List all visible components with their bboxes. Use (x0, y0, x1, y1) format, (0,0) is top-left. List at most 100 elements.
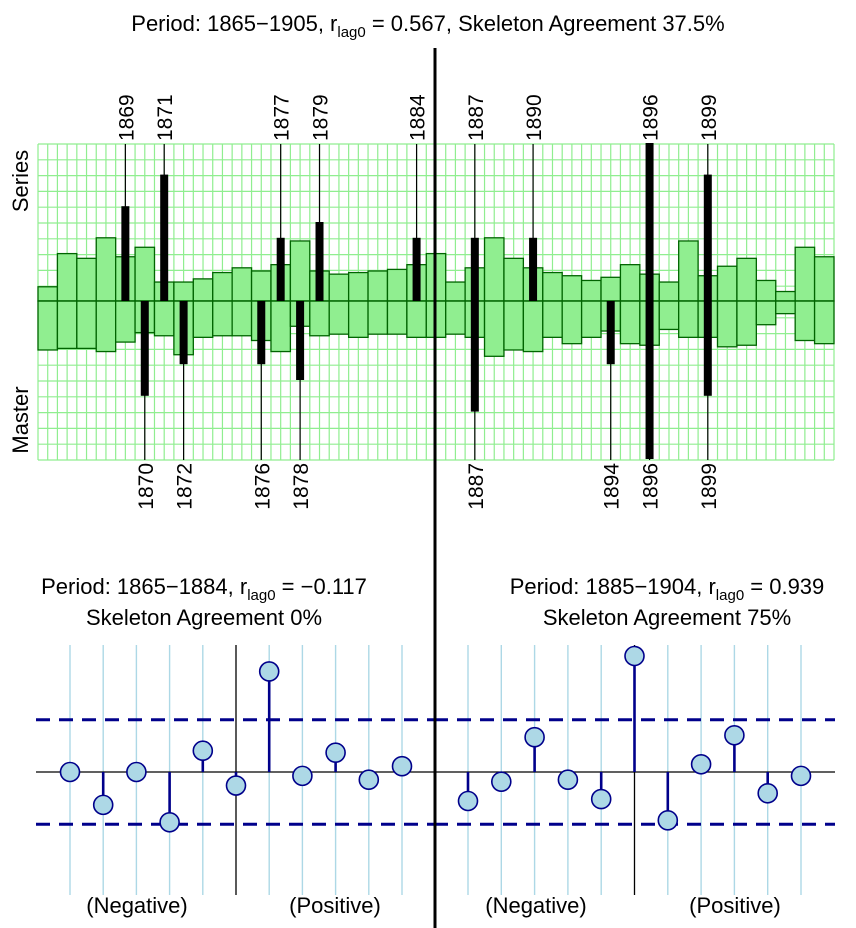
master-bar (309, 300, 330, 337)
ccf-late-title-prefix: Period: 1885−1904, r (510, 574, 716, 599)
master-bar (270, 300, 292, 353)
master-bar (192, 300, 214, 338)
master-skeleton-bar (179, 301, 188, 365)
ccf-point (159, 811, 180, 833)
series-bar (95, 237, 117, 302)
ccf-point (258, 661, 280, 682)
series-bar (503, 257, 525, 302)
ccf-early-positive-label: (Positive) (289, 893, 381, 918)
series-skeleton-bar (529, 237, 538, 301)
master-skeleton-bar (606, 301, 615, 365)
series-bar (736, 257, 757, 302)
master-skeleton-year-label: 1872 (174, 463, 197, 510)
series-bar (775, 290, 796, 302)
master-bar (76, 300, 97, 350)
series-skeleton-bar (703, 174, 712, 301)
ccf-early-title-sub: lag0 (247, 587, 275, 604)
series-bar (483, 237, 505, 302)
series-bar (76, 257, 97, 302)
series-skeleton-year-label: 1899 (698, 94, 721, 141)
master-bar (658, 300, 680, 331)
skeleton-plot: 1869 1871 1877 1879 1884 1887 1890 1896 1899 1870… (37, 94, 835, 510)
series-skeleton-bar (412, 237, 421, 301)
master-skeleton-year-label: 1894 (601, 463, 624, 510)
ccf-early-title: Period: 1865−1884, rlag0 = −0.117 (41, 574, 367, 604)
master-bar (347, 300, 369, 338)
ccf-point (690, 753, 712, 775)
main-title-sub: lag0 (337, 24, 365, 41)
master-bar (212, 300, 233, 337)
series-bar (600, 276, 622, 302)
ccf-point (358, 769, 380, 791)
series-bar (37, 286, 59, 302)
master-bar (95, 300, 117, 353)
ccf-late-plot (434, 645, 835, 895)
master-bar (231, 300, 253, 337)
series-skeleton-bar (121, 206, 130, 301)
series-skeleton-bar (315, 222, 324, 301)
ccf-late-title-suffix: = 0.939 (744, 574, 824, 599)
series-bar (542, 271, 563, 302)
ccf-point (325, 742, 346, 763)
series-bar (173, 281, 194, 302)
master-bar (775, 300, 796, 315)
ccf-point (225, 775, 247, 796)
ccf-point (524, 726, 545, 748)
series-bar (289, 240, 311, 302)
series-skeleton-year-label: 1896 (640, 94, 663, 141)
ccf-early-subtitle: Skeleton Agreement 0% (86, 605, 322, 630)
series-bar (716, 265, 738, 302)
master-skeleton-bar (703, 301, 712, 396)
master-bar (755, 300, 777, 326)
master-bar (580, 300, 602, 338)
series-skeleton-year-label: 1877 (271, 94, 294, 141)
master-skeleton-bar (645, 301, 654, 459)
master-bar (153, 300, 175, 337)
master-bar (813, 300, 835, 345)
series-bar (367, 270, 389, 302)
master-skeleton-year-label: 1887 (465, 463, 488, 510)
series-skeleton-year-label: 1869 (115, 94, 138, 141)
master-bar (503, 300, 525, 351)
ccf-late-subtitle: Skeleton Agreement 75% (543, 605, 791, 630)
ccf-point (126, 761, 147, 783)
series-bar (212, 271, 233, 302)
series-skeleton-year-label: 1890 (523, 94, 546, 141)
ccf-early-negative-label: (Negative) (86, 893, 187, 918)
master-bar (367, 300, 389, 335)
master-bar (716, 300, 738, 348)
ccf-late-negative-label: (Negative) (485, 893, 586, 918)
series-bar (328, 273, 350, 302)
ccf-point (590, 788, 612, 810)
series-skeleton-bar (645, 143, 654, 301)
master-bar (522, 300, 544, 353)
ccf-point (624, 645, 645, 667)
series-bar (192, 278, 214, 302)
master-bar (619, 300, 641, 345)
series-skeleton-year-label: 1887 (465, 94, 488, 141)
master-skeleton-bar (470, 301, 479, 412)
series-bar (445, 281, 466, 302)
series-bar (619, 264, 641, 302)
series-bar (231, 267, 253, 302)
master-bar (736, 300, 757, 346)
ccf-point (391, 755, 413, 777)
series-bar (134, 246, 156, 302)
ccf-early-title-prefix: Period: 1865−1884, r (41, 574, 247, 599)
master-bar (56, 300, 78, 350)
master-skeleton-year-label: 1899 (698, 463, 721, 510)
ccf-point (724, 724, 745, 746)
master-bar (561, 300, 583, 345)
series-bar (580, 279, 602, 302)
master-skeleton-year-label: 1878 (290, 463, 313, 510)
ccf-point (292, 765, 313, 787)
series-axis-label: Series (8, 150, 33, 212)
series-bar (347, 271, 369, 302)
series-bar (386, 268, 408, 302)
master-skeleton-year-label: 1876 (251, 463, 274, 510)
series-skeleton-bar (276, 237, 285, 301)
ccf-point (59, 761, 81, 783)
ccf-early-title-suffix: = −0.117 (276, 574, 367, 599)
series-skeleton-bar (470, 237, 479, 301)
